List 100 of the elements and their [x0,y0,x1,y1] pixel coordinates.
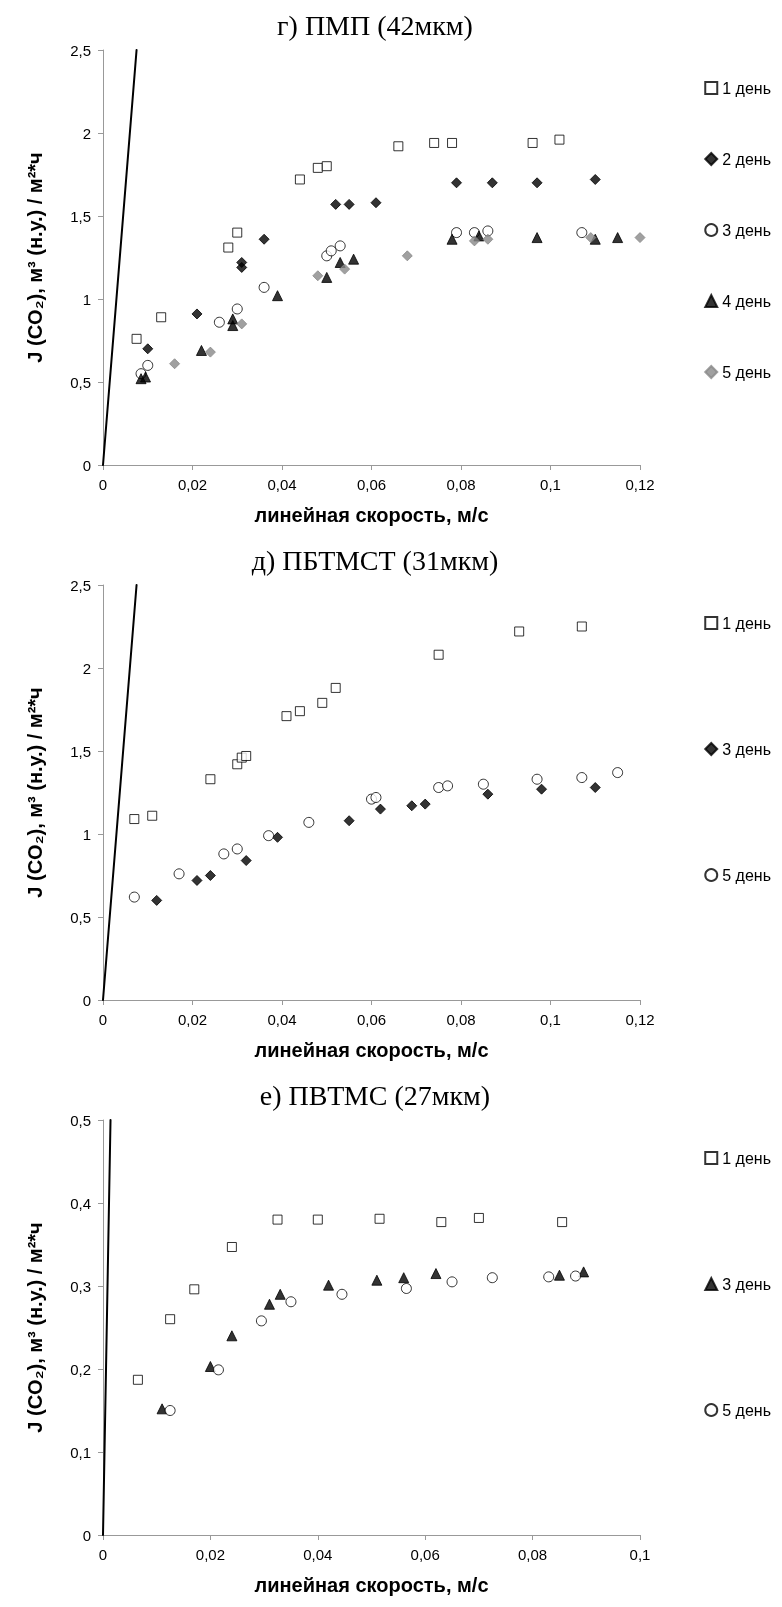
point [164,1405,176,1416]
point [205,774,216,785]
x-tick-label: 0,02 [177,476,208,493]
point [482,788,494,800]
point [303,816,315,828]
point [165,1314,176,1325]
legend-label: 3 день [722,740,771,758]
point [553,1269,565,1281]
point [570,1270,582,1282]
legend-label: 1 день [722,614,771,632]
y-tick-label: 0,5 [70,908,91,926]
x-tick-label: 0,02 [177,1011,208,1028]
point [231,303,243,315]
point [191,874,203,886]
point [374,1213,385,1224]
point [236,318,248,330]
y-axis-title: J (CO₂), м³ (н.у.) / м²*ч [24,1222,46,1433]
point [258,281,270,293]
point [195,344,207,356]
point [436,1217,447,1228]
chart-title: е) ПВТМС (27мкм) [259,1079,491,1111]
y-tick-label: 2,5 [70,41,91,59]
y-tick-label: 0,4 [70,1194,91,1212]
point [191,308,203,320]
point [129,814,140,825]
point [406,800,418,812]
x-tick-label: 0,06 [356,1011,387,1028]
point [218,848,230,860]
y-tick-label: 0 [82,991,91,1009]
point [263,1298,275,1310]
point [255,1315,267,1327]
point [156,312,167,323]
y-tick-label: 1 [82,290,91,308]
y-axis-title: J (CO₂), м³ (н.у.) / м²*ч [24,687,46,898]
point [227,320,239,332]
point [334,240,346,252]
point [231,843,243,855]
x-tick-label: 0,1 [629,1546,651,1563]
x-tick-label: 0 [98,476,108,493]
point [272,831,284,843]
point [204,870,216,881]
point [236,261,248,273]
y-tick-label: 2 [82,124,91,142]
point [274,1288,286,1300]
point [446,233,458,245]
y-tick-label: 0,5 [70,373,91,391]
point [531,177,543,189]
point [128,891,140,903]
point [312,162,323,173]
x-tick-label: 0,12 [625,476,655,493]
point [339,263,351,275]
legend-label: 3 день [722,221,771,239]
point [321,161,332,172]
point [486,1272,498,1284]
point [576,621,587,632]
x-tick-label: 0,1 [540,476,561,493]
point [446,1276,458,1288]
point [226,1330,238,1342]
point [451,227,463,239]
point [272,1214,283,1225]
y-tick-label: 0 [82,1526,91,1544]
point [140,371,152,383]
point [212,1364,224,1376]
point [419,798,431,810]
legend-label: 1 день [722,1149,771,1167]
point [151,894,163,906]
y-tick-label: 1,5 [70,207,91,225]
x-tick-label: 0,04 [267,476,297,493]
x-tick-label: 0,06 [356,476,387,493]
point [294,174,305,185]
point [527,137,538,148]
point [330,682,341,693]
point [557,1217,568,1228]
point [325,245,337,257]
point [482,233,494,245]
point [343,815,355,827]
point [451,177,463,189]
legend-label: 5 день [722,866,771,884]
point [589,782,601,794]
point [173,868,185,880]
point [531,232,543,244]
point [232,227,243,238]
point [330,198,342,210]
point [317,697,328,708]
point [321,271,333,283]
point [447,137,458,148]
x-tick-label: 0,08 [518,1546,548,1563]
point [213,316,225,328]
x-tick-label: 0,08 [446,1011,476,1028]
point [576,227,588,239]
point [312,1214,323,1225]
point [393,141,404,152]
point [433,649,444,660]
x-tick-label: 0,12 [625,1011,655,1028]
x-tick-label: 0,02 [195,1546,225,1563]
point [281,711,292,722]
point [226,1241,237,1252]
y-tick-label: 0,2 [70,1360,91,1378]
x-tick-label: 0,04 [303,1546,333,1563]
point [204,1361,216,1373]
